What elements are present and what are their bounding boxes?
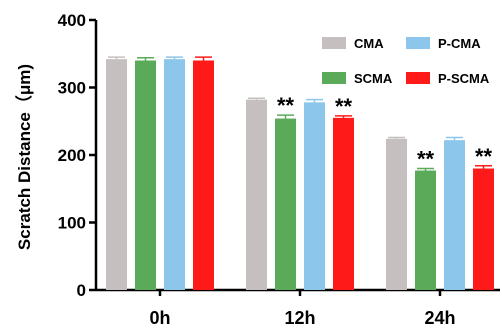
bar-p-cma-0h: [164, 59, 185, 291]
significance-annotations: ** ** ** **: [277, 93, 493, 171]
bar-cma-0h: [106, 59, 127, 291]
x-tick-label: 12h: [284, 308, 315, 328]
bar-p-cma-12h: [304, 102, 325, 290]
bar-scma-0h: [135, 60, 156, 290]
y-tick-label: 0: [77, 281, 86, 300]
legend-swatch-scma: [322, 72, 346, 84]
legend-swatch-p-cma: [406, 37, 430, 49]
legend-label-p-scma: P-SCMA: [438, 71, 490, 86]
legend-label-p-cma: P-CMA: [438, 36, 481, 51]
legend: CMA P-CMA SCMA P-SCMA: [322, 36, 490, 86]
bar-cma-12h: [246, 99, 267, 291]
x-axis: 0h 12h 24h: [96, 288, 500, 328]
legend-label-scma: SCMA: [354, 71, 393, 86]
bar-p-scma-12h: [333, 117, 354, 290]
bar-cma-24h: [386, 138, 407, 290]
x-tick-label: 0h: [149, 308, 170, 328]
legend-swatch-p-scma: [406, 72, 430, 84]
y-tick-label: 200: [58, 146, 86, 165]
y-tick-label: 300: [58, 79, 86, 98]
y-tick-label: 100: [58, 214, 86, 233]
significance-marker: **: [417, 147, 435, 172]
significance-marker: **: [475, 144, 493, 169]
bar-p-scma-0h: [193, 60, 214, 290]
bar-p-scma-24h: [473, 168, 494, 290]
y-tick-label: 400: [58, 11, 86, 30]
legend-label-cma: CMA: [354, 36, 384, 51]
significance-marker: **: [277, 93, 295, 118]
significance-marker: **: [335, 94, 353, 119]
x-tick-label: 24h: [424, 308, 455, 328]
bar-scma-12h: [275, 118, 296, 290]
y-axis-label: Scratch Distance（μm): [14, 64, 34, 250]
bar-p-cma-24h: [444, 140, 465, 290]
bar-scma-24h: [415, 170, 436, 290]
y-axis: 0 100 200 300 400: [58, 11, 98, 300]
bars: [106, 56, 494, 291]
legend-swatch-cma: [322, 37, 346, 49]
